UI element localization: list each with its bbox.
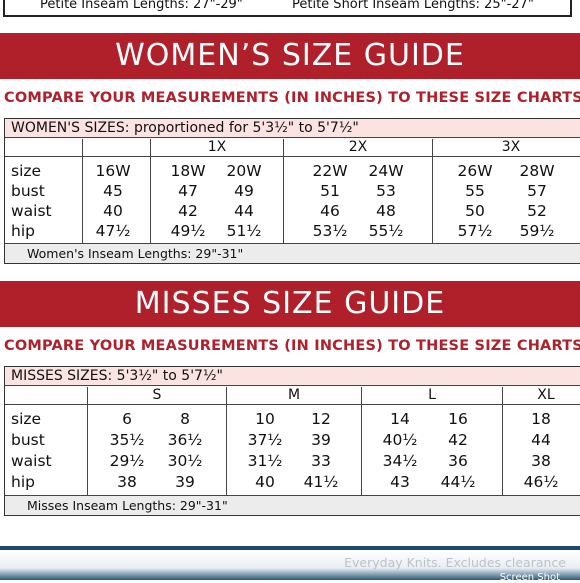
womens-size-cell: 24W <box>368 162 404 180</box>
womens-table-title: WOMEN'S SIZES: proportioned for 5'3½" to… <box>5 119 580 138</box>
womens-compare-heading: COMPARE YOUR MEASUREMENTS (IN INCHES) TO… <box>4 90 580 106</box>
misses-label-waist: waist <box>11 452 52 470</box>
misses-label-hip: hip <box>11 473 35 491</box>
misses-size-cell: 12 <box>311 410 331 428</box>
womens-bust-cell: 47 <box>178 182 198 200</box>
womens-bust-cell: 45 <box>103 182 123 200</box>
petite-inseam-text: Petite Inseam Lengths: 27"-29" <box>40 0 243 12</box>
misses-waist-cell: 36 <box>448 452 468 470</box>
womens-inseam-note: Women's Inseam Lengths: 29"-31" <box>5 243 580 263</box>
misses-size-cell: 6 <box>122 410 132 428</box>
womens-waist-cell: 50 <box>465 202 485 220</box>
womens-size-cell: 22W <box>312 162 348 180</box>
misses-bust-cell: 35½ <box>109 431 145 449</box>
misses-hip-cell: 39 <box>175 473 195 491</box>
misses-group-m: M <box>287 387 301 403</box>
womens-size-cell: 20W <box>226 162 262 180</box>
misses-bust-cell: 44 <box>531 431 551 449</box>
misses-bust-cell: 37½ <box>247 431 283 449</box>
womens-hip-cell: 51½ <box>226 222 262 240</box>
womens-group-3x: 3X <box>501 139 521 155</box>
womens-waist-cell: 48 <box>376 202 396 220</box>
screen-shot-label: Screen Shot <box>499 572 560 583</box>
bottom-background <box>0 550 580 580</box>
misses-size-guide-banner: MISSES SIZE GUIDE <box>0 281 580 327</box>
womens-bust-cell: 51 <box>320 182 340 200</box>
misses-hip-cell: 38 <box>117 473 137 491</box>
misses-table-title: MISSES SIZES: 5'3½" to 5'7½" <box>5 367 580 386</box>
misses-hip-cell: 43 <box>390 473 410 491</box>
misses-group-s: S <box>152 387 162 403</box>
misses-bust-cell: 36½ <box>167 431 203 449</box>
womens-bust-cell: 49 <box>234 182 254 200</box>
womens-hip-cell: 49½ <box>170 222 206 240</box>
misses-hip-cell: 44½ <box>440 473 476 491</box>
womens-bust-cell: 57 <box>527 182 547 200</box>
misses-size-table: MISSES SIZES: 5'3½" to 5'7½" S M L XL si… <box>4 366 580 516</box>
misses-label-bust: bust <box>11 431 45 449</box>
misses-hip-cell: 46½ <box>523 473 559 491</box>
misses-hip-cell: 41½ <box>303 473 339 491</box>
womens-size-cell: 18W <box>170 162 206 180</box>
misses-bust-cell: 42 <box>448 431 468 449</box>
womens-size-cell: 26W <box>457 162 493 180</box>
womens-waist-cell: 46 <box>320 202 340 220</box>
womens-group-1x: 1X <box>207 139 227 155</box>
misses-size-cell: 10 <box>255 410 275 428</box>
womens-waist-cell: 42 <box>178 202 198 220</box>
misses-inseam-note: Misses Inseam Lengths: 29"-31" <box>5 495 580 515</box>
womens-label-size: size <box>11 162 42 180</box>
misses-size-cell: 16 <box>448 410 468 428</box>
womens-waist-cell: 52 <box>527 202 547 220</box>
womens-label-waist: waist <box>11 202 52 220</box>
misses-waist-cell: 29½ <box>109 452 145 470</box>
misses-waist-cell: 31½ <box>247 452 283 470</box>
misses-waist-cell: 34½ <box>382 452 418 470</box>
misses-compare-heading: COMPARE YOUR MEASUREMENTS (IN INCHES) TO… <box>4 338 580 354</box>
womens-hip-cell: 55½ <box>368 222 404 240</box>
womens-hip-cell: 59½ <box>519 222 555 240</box>
womens-group-2x: 2X <box>348 139 368 155</box>
womens-size-cell: 28W <box>519 162 555 180</box>
bottom-caption: Everyday Knits. Excludes clearance <box>344 555 566 570</box>
womens-hip-cell: 53½ <box>312 222 348 240</box>
misses-size-cell: 8 <box>180 410 190 428</box>
womens-hip-cell: 47½ <box>95 222 131 240</box>
womens-size-table: WOMEN'S SIZES: proportioned for 5'3½" to… <box>4 118 580 264</box>
misses-size-cell: 18 <box>531 410 551 428</box>
womens-bust-cell: 55 <box>465 182 485 200</box>
misses-group-l: L <box>428 387 436 403</box>
misses-group-xl: XL <box>537 387 555 403</box>
misses-waist-cell: 30½ <box>167 452 203 470</box>
womens-hip-cell: 57½ <box>457 222 493 240</box>
womens-label-hip: hip <box>11 222 35 240</box>
misses-waist-cell: 33 <box>311 452 331 470</box>
misses-label-size: size <box>11 410 42 428</box>
womens-label-bust: bust <box>11 182 45 200</box>
womens-waist-cell: 40 <box>103 202 123 220</box>
womens-size-guide-banner: WOMEN’S SIZE GUIDE <box>0 33 580 79</box>
bottom-divider <box>0 546 580 550</box>
womens-bust-cell: 53 <box>376 182 396 200</box>
misses-bust-cell: 39 <box>311 431 331 449</box>
misses-size-cell: 14 <box>390 410 410 428</box>
womens-waist-cell: 44 <box>234 202 254 220</box>
womens-size-cell: 16W <box>95 162 131 180</box>
petite-short-inseam-text: Petite Short Inseam Lengths: 25"-27" <box>292 0 534 12</box>
misses-hip-cell: 40 <box>255 473 275 491</box>
previous-table-fragment: Petite Inseam Lengths: 27"-29" Petite Sh… <box>0 0 580 17</box>
misses-bust-cell: 40½ <box>382 431 418 449</box>
misses-waist-cell: 38 <box>531 452 551 470</box>
